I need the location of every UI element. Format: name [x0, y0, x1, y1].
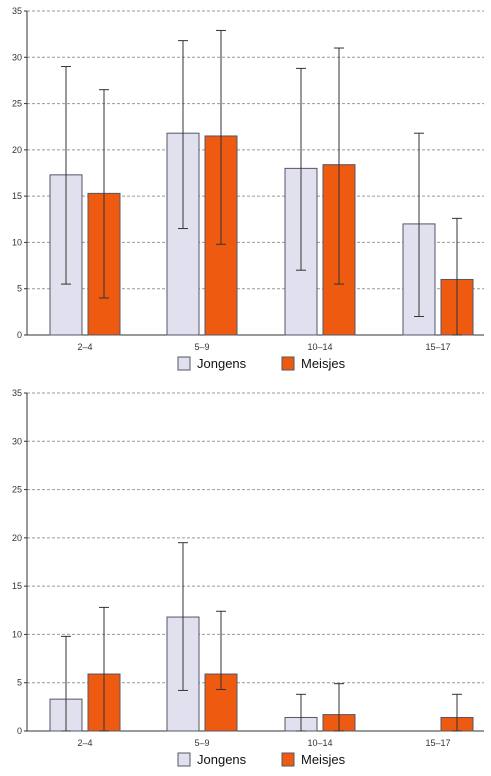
x-tick-label: 2–4: [77, 738, 92, 748]
x-tick-label: 5–9: [194, 738, 209, 748]
y-tick-label: 30: [12, 52, 22, 62]
x-tick-label: 10–14: [307, 738, 332, 748]
y-tick-label: 15: [12, 581, 22, 591]
y-tick-label: 0: [17, 330, 22, 340]
x-tick-label: 5–9: [194, 342, 209, 352]
y-tick-label: 5: [17, 678, 22, 688]
legend-swatch-meisjes: [281, 752, 295, 767]
y-tick-label: 10: [12, 629, 22, 639]
legend-swatch-jongens: [177, 356, 191, 371]
legend-swatch-jongens: [177, 752, 191, 767]
legend-label-jongens: Jongens: [197, 356, 247, 371]
legend-label-meisjes: Meisjes: [301, 752, 346, 767]
y-tick-label: 30: [12, 436, 22, 446]
legend-swatch-meisjes: [281, 356, 295, 371]
x-tick-label: 2–4: [77, 342, 92, 352]
x-tick-label: 15–17: [425, 342, 450, 352]
legend-label-meisjes: Meisjes: [301, 356, 346, 371]
y-tick-label: 25: [12, 99, 22, 109]
x-tick-label: 10–14: [307, 342, 332, 352]
y-tick-label: 35: [12, 6, 22, 16]
y-tick-label: 10: [12, 237, 22, 247]
y-tick-label: 0: [17, 726, 22, 736]
bar-meisjes: [204, 673, 238, 732]
legend-label-jongens: Jongens: [197, 752, 247, 767]
chart-panel-1: 0 5 10 15 20 25 30 35 2–4 5–9 10–14 15–17 Jongens Mei…: [12, 6, 484, 371]
y-tick-label: 20: [12, 533, 22, 543]
y-tick-label: 20: [12, 145, 22, 155]
y-tick-label: 5: [17, 284, 22, 294]
chart-panel-2: 0 5 10 15 20 25 30 35 2–4 5–9 10–14 15–17 Jongens Mei…: [12, 388, 484, 767]
x-tick-label: 15–17: [425, 738, 450, 748]
y-tick-label: 35: [12, 388, 22, 398]
y-tick-label: 25: [12, 485, 22, 495]
y-tick-label: 15: [12, 191, 22, 201]
